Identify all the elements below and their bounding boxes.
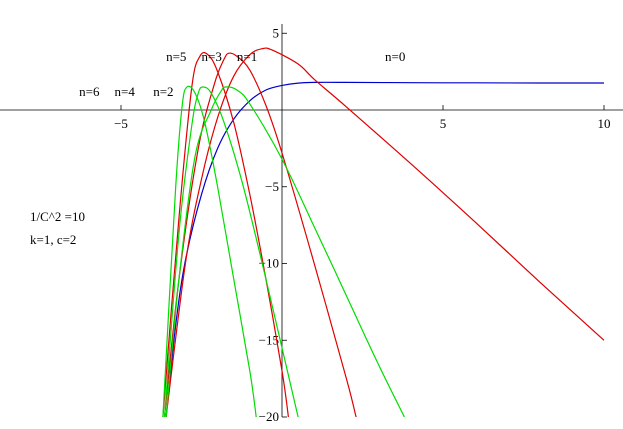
curve-label-n3: n=3 bbox=[202, 49, 222, 64]
parameter-annotations: 1/C^2 =10 k=1, c=2 bbox=[30, 209, 85, 247]
curve-label-n0: n=0 bbox=[385, 49, 405, 64]
series-line-red-3 bbox=[163, 52, 357, 418]
series-line-red-2 bbox=[165, 47, 605, 418]
axes bbox=[0, 24, 623, 417]
curve-label-n1: n=1 bbox=[237, 49, 257, 64]
x-tick-label: 10 bbox=[598, 116, 611, 131]
y-tick-label: −15 bbox=[259, 332, 279, 347]
y-tick-label: 5 bbox=[273, 25, 280, 40]
curve-label-n4: n=4 bbox=[115, 84, 136, 99]
series-line-green-6 bbox=[163, 86, 299, 418]
axis-ticks: −5 5 105−5−10−15−20 bbox=[114, 25, 610, 424]
parameter-label-2: k=1, c=2 bbox=[30, 232, 76, 247]
curve-label-n5: n=5 bbox=[166, 49, 186, 64]
y-tick-label: −20 bbox=[259, 409, 279, 424]
x-tick-label: −5 bbox=[114, 116, 128, 131]
parameter-label-1: 1/C^2 =10 bbox=[30, 209, 85, 224]
series-line-green-7 bbox=[162, 85, 257, 418]
series-group bbox=[162, 47, 605, 418]
x-tick-label: 5 bbox=[440, 116, 447, 131]
curve-labels: n=5 n=3 n=1 n=0 n=6 n=4 n=2 bbox=[79, 49, 405, 99]
series-line-green-5 bbox=[165, 86, 405, 418]
curve-label-n2: n=2 bbox=[153, 84, 173, 99]
series-line-red-4 bbox=[162, 51, 289, 418]
curve-label-n6: n=6 bbox=[79, 84, 100, 99]
series-line-blue-1 bbox=[165, 81, 604, 418]
y-tick-label: −5 bbox=[265, 179, 279, 194]
